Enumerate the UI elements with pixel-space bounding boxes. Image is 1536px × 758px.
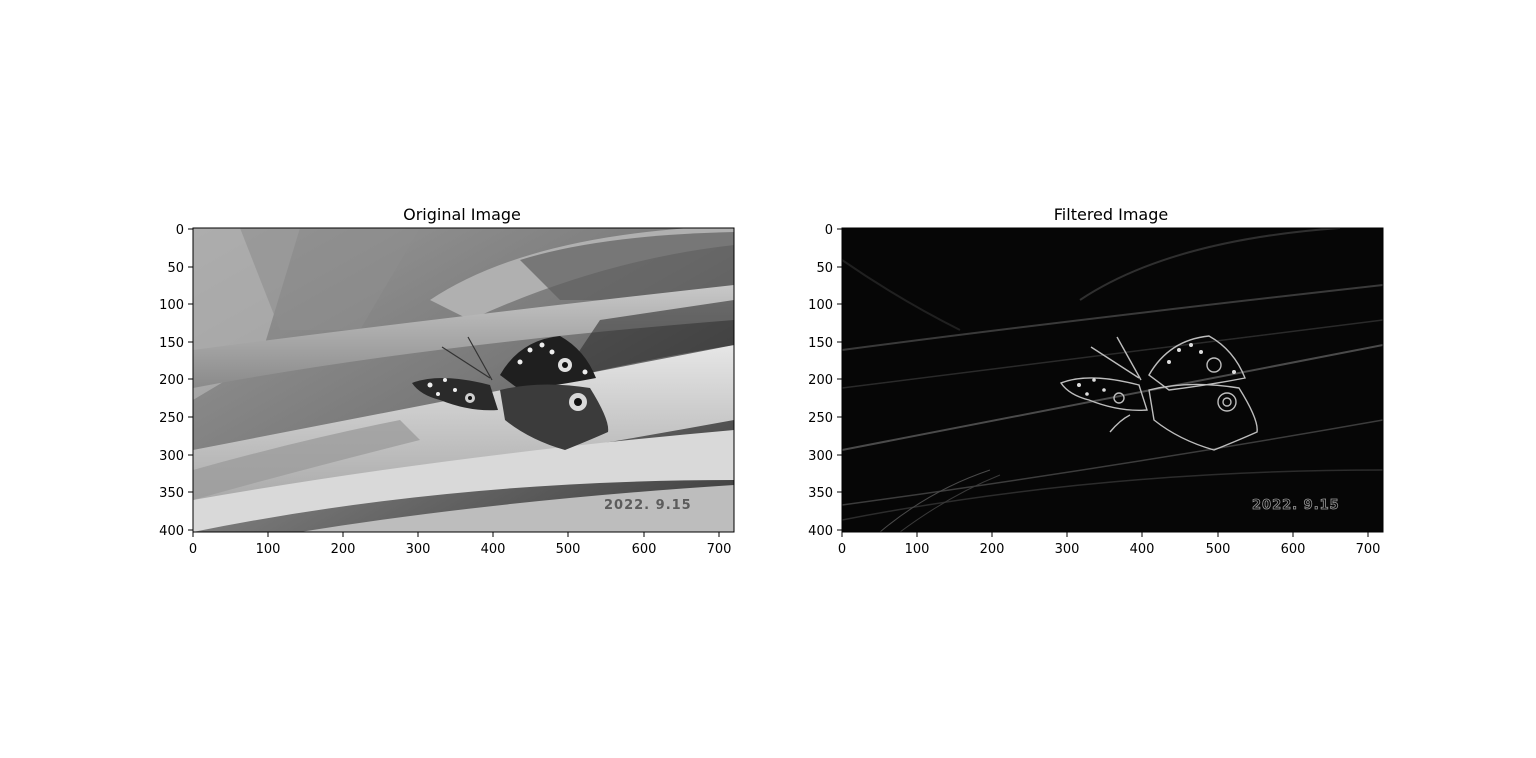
- svg-text:0: 0: [176, 223, 184, 238]
- svg-text:200: 200: [331, 542, 356, 557]
- svg-text:350: 350: [159, 486, 184, 501]
- filtered-x-axis: 0 100 200 300 400 500 600 700: [838, 532, 1381, 557]
- svg-text:400: 400: [481, 542, 506, 557]
- svg-text:100: 100: [256, 542, 281, 557]
- svg-text:50: 50: [816, 261, 833, 276]
- svg-text:400: 400: [808, 524, 833, 539]
- filtered-image-title: Filtered Image: [1054, 205, 1168, 224]
- svg-text:300: 300: [406, 542, 431, 557]
- svg-text:100: 100: [159, 298, 184, 313]
- svg-text:0: 0: [838, 542, 846, 557]
- butterfly-original: [412, 336, 609, 450]
- filtered-image-panel: Filtered Image: [808, 205, 1384, 557]
- original-image: 2022. 9.15: [193, 228, 734, 532]
- svg-text:600: 600: [1281, 542, 1306, 557]
- svg-text:150: 150: [159, 336, 184, 351]
- svg-text:200: 200: [980, 542, 1005, 557]
- original-image-panel: Original Image: [159, 205, 735, 557]
- svg-text:300: 300: [159, 449, 184, 464]
- svg-text:300: 300: [1055, 542, 1080, 557]
- svg-text:0: 0: [189, 542, 197, 557]
- svg-text:700: 700: [707, 542, 732, 557]
- original-image-title: Original Image: [403, 205, 521, 224]
- svg-text:500: 500: [1206, 542, 1231, 557]
- original-y-axis: 0 50 100 150 200 250 300 350 400: [159, 223, 193, 539]
- svg-text:200: 200: [808, 373, 833, 388]
- svg-text:50: 50: [167, 261, 184, 276]
- date-stamp-filtered: 2022. 9.15: [1252, 498, 1340, 513]
- svg-text:400: 400: [1130, 542, 1155, 557]
- filtered-image: 2022. 9.15: [842, 228, 1383, 532]
- svg-text:500: 500: [556, 542, 581, 557]
- svg-text:0: 0: [825, 223, 833, 238]
- svg-text:250: 250: [808, 411, 833, 426]
- filtered-y-axis: 0 50 100 150 200 250 300 350 400: [808, 223, 842, 539]
- svg-text:100: 100: [905, 542, 930, 557]
- svg-text:700: 700: [1356, 542, 1381, 557]
- svg-text:150: 150: [808, 336, 833, 351]
- svg-text:600: 600: [632, 542, 657, 557]
- original-x-axis: 0 100 200 300 400 500 600 700: [189, 532, 732, 557]
- svg-text:100: 100: [808, 298, 833, 313]
- svg-text:200: 200: [159, 373, 184, 388]
- svg-text:400: 400: [159, 524, 184, 539]
- svg-text:250: 250: [159, 411, 184, 426]
- date-stamp-original: 2022. 9.15: [604, 498, 692, 513]
- butterfly-filtered: [1059, 335, 1258, 451]
- svg-text:350: 350: [808, 486, 833, 501]
- svg-text:300: 300: [808, 449, 833, 464]
